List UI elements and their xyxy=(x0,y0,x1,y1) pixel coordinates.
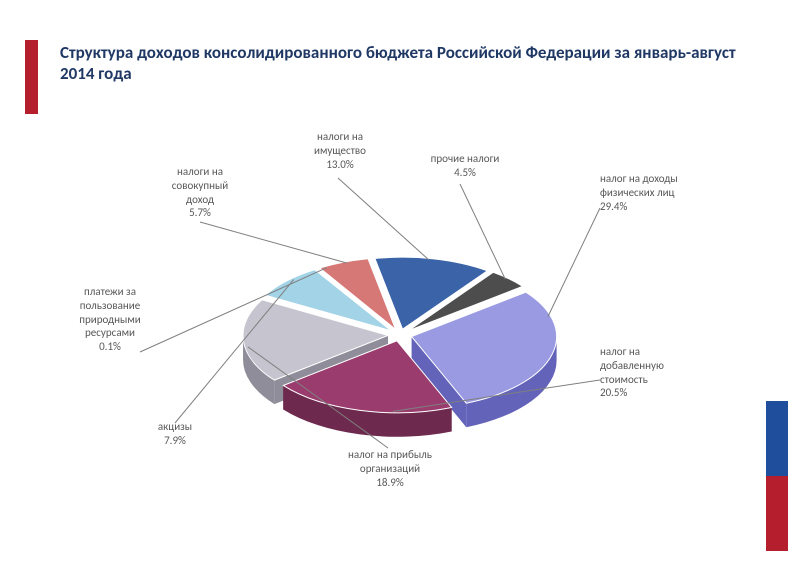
slide-title: Структура доходов консолидированного бюд… xyxy=(60,42,740,85)
accent-bar-red xyxy=(766,476,788,551)
pie-label: налог на прибыль организаций 18.9% xyxy=(290,448,490,489)
accent-bar-blue xyxy=(766,401,788,476)
pie-label: прочие налоги 4.5% xyxy=(400,152,530,180)
accent-bar-left xyxy=(25,40,38,114)
pie-label: налоги на имущество 13.0% xyxy=(270,130,410,171)
pie-label: платежи за пользование природными ресурс… xyxy=(40,285,180,354)
pie-label: акцизы 7.9% xyxy=(115,420,235,448)
slide: { "meta": { "width_px": 800, "height_px"… xyxy=(0,0,800,565)
pie-label: налог на добавленную стоимость 20.5% xyxy=(600,345,770,400)
pie-chart: налог на доходы физических лиц 29.4%нало… xyxy=(40,130,760,530)
pie-label: налоги на совокупный доход 5.7% xyxy=(135,165,265,220)
pie-label: налог на доходы физических лиц 29.4% xyxy=(600,172,770,213)
